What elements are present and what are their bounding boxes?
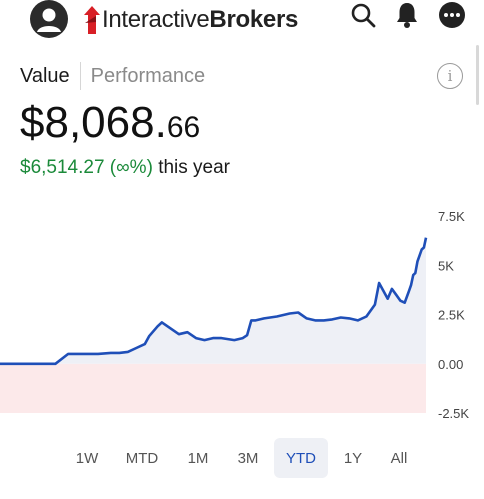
logo-text-regular: Interactive [102, 6, 210, 33]
avatar-icon[interactable] [30, 0, 68, 38]
view-tabs: Value Performance [20, 62, 205, 90]
period-ytd[interactable]: YTD [274, 438, 328, 478]
account-balance: $8,068.66 [20, 98, 200, 148]
notifications-button[interactable] [392, 0, 422, 30]
logo-text-bold: Brokers [209, 6, 299, 33]
tab-divider [79, 62, 81, 90]
balance-main: $8,068. [20, 98, 167, 147]
y-tick-label: 2.5K [438, 308, 465, 323]
area-fill [0, 237, 426, 364]
y-tick-label: -2.5K [438, 406, 469, 421]
ytd-change: $6,514.27 (∞%) this year [20, 157, 230, 179]
logo-text: InteractiveBrokers [102, 6, 298, 34]
scrollbar[interactable] [476, 45, 479, 105]
period-selector: 1W MTD 1M 3M YTD 1Y All [0, 438, 484, 478]
period-all[interactable]: All [390, 449, 408, 467]
period-mtd[interactable]: MTD [125, 449, 159, 467]
period-3m[interactable]: 3M [237, 449, 259, 467]
change-suffix: this year [158, 157, 230, 178]
top-bar: InteractiveBrokers [0, 0, 484, 40]
more-button[interactable] [437, 0, 467, 30]
y-tick-label: 0.00 [438, 357, 463, 372]
performance-chart[interactable]: 7.5K 5K 2.5K 0.00 -2.5K [0, 200, 484, 430]
info-icon[interactable]: i [437, 63, 463, 89]
y-tick-label: 5K [438, 258, 454, 273]
period-1y[interactable]: 1Y [343, 449, 363, 467]
series-line [0, 237, 428, 366]
tab-value[interactable]: Value [20, 64, 70, 87]
bell-icon [397, 3, 417, 28]
logo-mark-icon [84, 6, 100, 34]
brand-logo: InteractiveBrokers [82, 2, 298, 38]
search-icon [351, 3, 376, 28]
tab-performance[interactable]: Performance [90, 64, 206, 87]
period-1m[interactable]: 1M [187, 449, 209, 467]
search-button[interactable] [348, 0, 378, 30]
negative-region [0, 363, 426, 413]
more-icon [439, 2, 465, 28]
change-amount: $6,514.27 (∞%) [20, 157, 153, 178]
balance-cents: 66 [166, 111, 201, 144]
y-tick-label: 7.5K [438, 209, 465, 224]
period-1w[interactable]: 1W [75, 449, 99, 467]
